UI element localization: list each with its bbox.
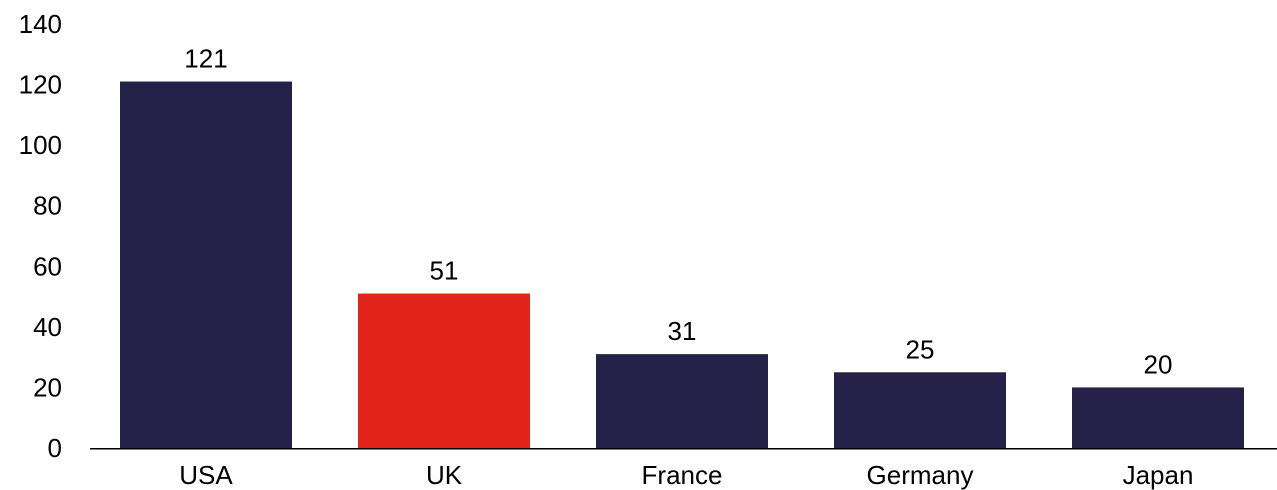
x-axis-tick-labels: USA UK France Germany Japan <box>179 460 1193 490</box>
data-label-france: 31 <box>668 316 697 346</box>
y-tick-label: 40 <box>33 312 62 342</box>
bars <box>120 81 1244 449</box>
bar-france <box>596 354 768 448</box>
x-tick-label-germany: Germany <box>867 460 974 490</box>
y-tick-label: 20 <box>33 372 62 402</box>
x-tick-label-france: France <box>642 460 723 490</box>
y-tick-label: 0 <box>48 433 62 463</box>
bar-usa <box>120 81 292 449</box>
y-tick-label: 140 <box>19 9 62 39</box>
x-tick-label-uk: UK <box>426 460 463 490</box>
bar-japan <box>1072 387 1244 448</box>
y-tick-label: 120 <box>19 70 62 100</box>
data-label-usa: 121 <box>184 44 227 74</box>
y-tick-label: 60 <box>33 251 62 281</box>
y-axis-tick-labels: 0 20 40 60 80 100 120 140 <box>19 9 62 463</box>
data-label-uk: 51 <box>430 256 459 286</box>
x-tick-label-japan: Japan <box>1123 460 1194 490</box>
y-tick-label: 80 <box>33 191 62 221</box>
x-tick-label-usa: USA <box>179 460 233 490</box>
data-label-germany: 25 <box>906 334 935 364</box>
y-tick-label: 100 <box>19 130 62 160</box>
bar-germany <box>834 372 1006 448</box>
data-label-japan: 20 <box>1144 349 1173 379</box>
bar-uk <box>358 293 530 448</box>
data-labels: 121 51 31 25 20 <box>184 44 1172 380</box>
